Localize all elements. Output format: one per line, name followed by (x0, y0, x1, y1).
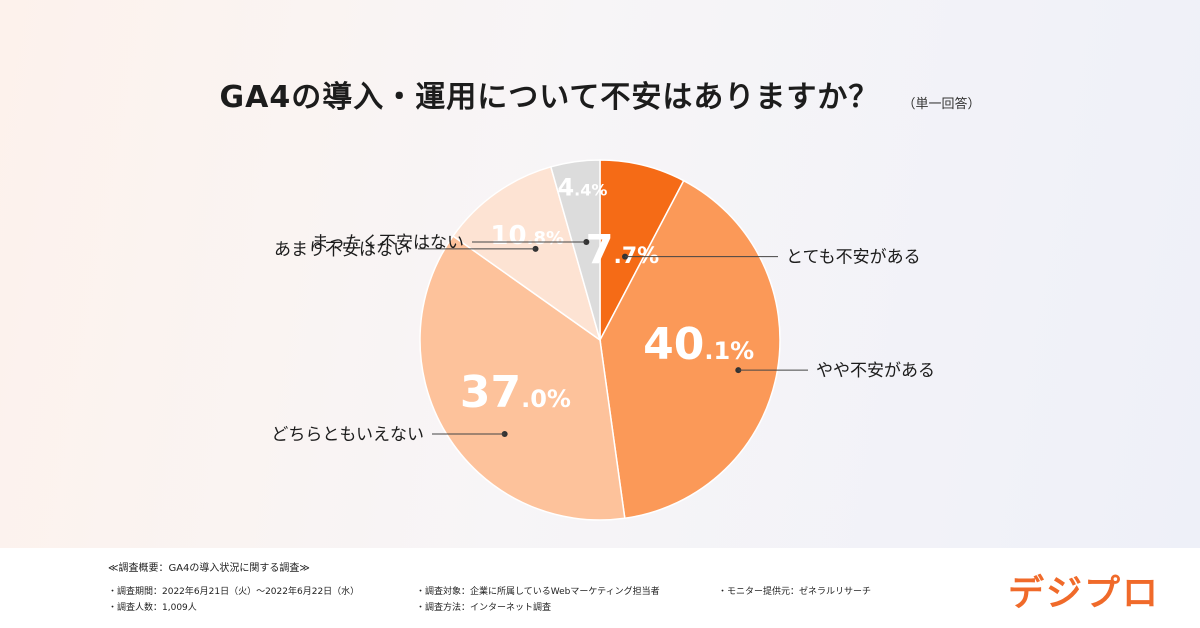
slice-category-label: あまり不安はない (274, 240, 410, 260)
slice-category-label: やや不安がある (816, 361, 935, 381)
survey-overview-title: ≪調査概要：GA4の導入状況に関する調査≫ (108, 563, 310, 574)
pie-slice (452, 165, 602, 342)
slice-percent-label: 4.4% (557, 173, 607, 201)
survey-method: ・調査方法：インターネット調査 (416, 603, 552, 613)
slice-category-label: まったく不安はない (312, 233, 464, 253)
pie-chart: 7.7%40.1%37.0%10.8%4.4%とても不安があるやや不安があるどち… (271, 159, 935, 521)
slice-percent-label: 10.8% (490, 221, 564, 251)
answer-type-note: （単一回答） (902, 97, 981, 112)
footer: ≪調査概要：GA4の導入状況に関する調査≫ ・調査期間：2022年6月21日（火… (0, 548, 1200, 628)
monitor-provider: ・モニター提供元：ゼネラルリサーチ (718, 587, 872, 597)
title-row: GA4の導入・運用について不安はありますか？ （単一回答） (0, 72, 1200, 116)
survey-period: ・調査期間：2022年6月21日（火）〜2022年6月22日（水） (108, 587, 360, 597)
slice-percent-label: 37.0% (460, 367, 571, 418)
slice-percent-label: 40.1% (643, 319, 754, 370)
pie-slice (549, 159, 601, 341)
survey-count: ・調査人数：1,009人 (108, 603, 197, 613)
slice-category-label: とても不安がある (786, 248, 921, 268)
survey-target: ・調査対象：企業に所属しているWebマーケティング担当者 (416, 587, 660, 597)
chart-title: GA4の導入・運用について不安はありますか？ (219, 80, 880, 115)
slice-category-label: どちらともいえない (271, 425, 424, 445)
brand-logo: デジプロ (1007, 573, 1160, 614)
pie-slice (599, 179, 781, 520)
